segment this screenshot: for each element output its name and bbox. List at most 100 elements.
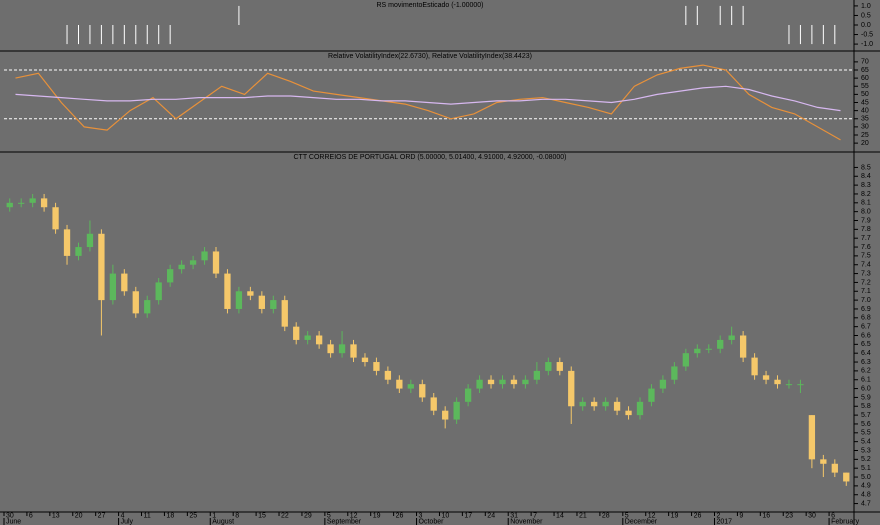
candle-body [235, 291, 243, 309]
candle-body [327, 344, 334, 354]
x-tick-label: 26 [396, 512, 404, 519]
candle-body [533, 370, 541, 380]
y-tick-label: 6.6 [861, 332, 871, 339]
candle-body [682, 353, 689, 367]
y-tick-label: 7.7 [861, 235, 871, 242]
y-tick-label: 8.5 [861, 164, 871, 171]
candle-body [453, 401, 460, 420]
y-tick-label: 65 [861, 67, 869, 74]
candle-body [602, 401, 609, 407]
candle-body [258, 295, 265, 309]
candle-body [361, 357, 369, 363]
candle-body [75, 247, 82, 256]
candle-body [86, 233, 94, 248]
y-tick-label: 5.2 [861, 456, 871, 463]
month-label: August [212, 518, 234, 525]
y-tick-label: 7.5 [861, 253, 871, 260]
month-label: November [510, 518, 543, 525]
y-tick-label: 5.7 [861, 412, 871, 419]
x-tick-label: 3 [419, 512, 423, 519]
candle-body [384, 370, 392, 380]
candle-body [522, 379, 529, 385]
candle-body [350, 344, 357, 358]
x-tick-label: 9 [739, 512, 743, 519]
candle-body [63, 229, 71, 256]
candle-body [751, 357, 758, 376]
candle-body [29, 198, 36, 203]
candle-body [144, 300, 151, 314]
y-tick-label: 7.3 [861, 270, 871, 277]
y-tick-label: 5.4 [861, 438, 871, 445]
x-tick-label: 30 [6, 512, 14, 519]
y-tick-label: 0.0 [861, 22, 871, 29]
x-tick-label: 24 [487, 512, 495, 519]
y-tick-label: 7.6 [861, 244, 871, 251]
candle-body [270, 300, 277, 309]
y-tick-label: 20 [861, 140, 869, 147]
x-tick-label: 25 [189, 512, 197, 519]
month-label: February [831, 518, 860, 525]
y-tick-label: 45 [861, 99, 869, 106]
month-label: July [121, 518, 134, 525]
x-tick-label: 14 [556, 512, 564, 519]
candle-body [762, 375, 770, 380]
x-tick-label: 23 [785, 512, 793, 519]
candle-body [281, 300, 288, 327]
y-tick-label: 8.2 [861, 191, 871, 198]
x-tick-label: 18 [166, 512, 174, 519]
x-tick-label: 4 [121, 512, 125, 519]
candle-body [109, 273, 117, 301]
month-label: September [327, 518, 362, 525]
x-tick-label: 6 [29, 512, 33, 519]
candle-body [648, 388, 655, 402]
x-tick-label: 29 [304, 512, 312, 519]
candle-body [132, 291, 139, 314]
y-tick-label: 5.0 [861, 474, 871, 481]
candle-body [52, 207, 59, 230]
x-tick-label: 10 [441, 512, 449, 519]
y-tick-label: 4.8 [861, 492, 871, 499]
candle-body [178, 264, 185, 270]
x-tick-label: 19 [671, 512, 679, 519]
x-tick-label: 20 [75, 512, 83, 519]
candle-body [820, 459, 827, 464]
month-label: October [419, 518, 445, 525]
x-tick-label: 2 [716, 512, 720, 519]
candle-body [705, 348, 712, 350]
candle-body [155, 282, 162, 301]
candle-body [373, 362, 380, 371]
candle-body [338, 344, 346, 354]
x-tick-label: 26 [694, 512, 702, 519]
candle-body [636, 401, 644, 416]
rvi-line [15, 64, 841, 141]
month-label: June [6, 518, 21, 525]
y-tick-label: 5.8 [861, 403, 871, 410]
x-tick-label: 7 [533, 512, 537, 519]
candle-body [625, 410, 632, 416]
y-tick-label: -0.5 [861, 31, 873, 38]
y-tick-label: 30 [861, 124, 869, 131]
candle-body [419, 384, 426, 398]
y-tick-label: 25 [861, 132, 869, 139]
y-tick-label: 60 [861, 75, 869, 82]
y-tick-label: 6.5 [861, 341, 871, 348]
month-label: December [625, 518, 658, 525]
y-tick-label: 7.1 [861, 288, 871, 295]
y-tick-label: 8.3 [861, 182, 871, 189]
x-tick-label: 13 [52, 512, 60, 519]
y-tick-label: 1.0 [861, 3, 871, 10]
candle-body [728, 335, 735, 340]
x-tick-label: 1 [212, 512, 216, 519]
y-tick-label: 70 [861, 59, 869, 66]
x-tick-label: 8 [235, 512, 239, 519]
candle-body [831, 463, 838, 473]
month-label: 2017 [716, 518, 732, 525]
panel-title: Relative VolatilityIndex(22.6730), Relat… [328, 53, 532, 60]
candle-body [247, 291, 254, 296]
x-tick-label: 5 [327, 512, 331, 519]
candle-body [694, 348, 701, 354]
candle-body [18, 202, 25, 204]
x-tick-label: 11 [144, 512, 151, 519]
